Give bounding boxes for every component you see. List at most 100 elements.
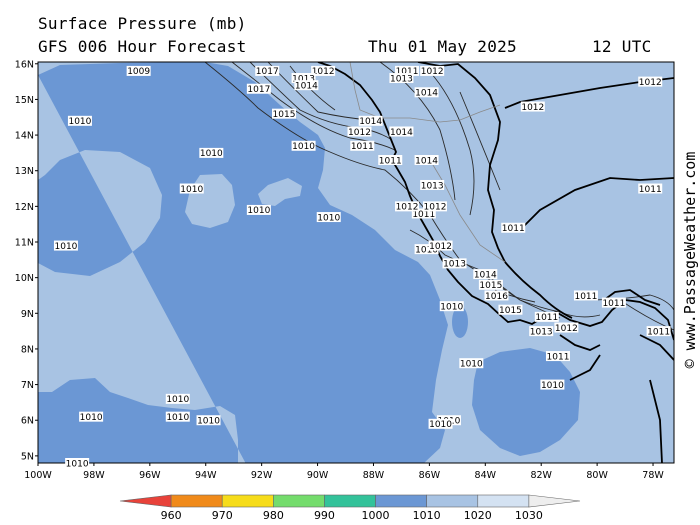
borders (349, 62, 506, 263)
isobar-label-bg (311, 65, 336, 76)
colorbar-tick-label: 970 (212, 509, 233, 522)
isobar-label-bg (395, 201, 420, 212)
isobar-label: 1010 (80, 413, 103, 423)
isobar-label-bg (414, 155, 439, 166)
lon-tick-label: 88W (363, 470, 385, 481)
watermark: © www.PassageWeather.com (681, 151, 699, 369)
isobar-label: 1012 (348, 128, 371, 138)
pressure-band-1010-pacific (38, 62, 448, 463)
isobar-label-bg (501, 222, 526, 233)
isobar-label: 1012 (639, 78, 662, 88)
colorbar-cell (170, 494, 223, 508)
isobar-label-bg (573, 290, 598, 301)
isobar-label: 1012 (396, 203, 419, 213)
isobar-label-bg (414, 87, 439, 98)
colorbar-tick-label: 1000 (362, 509, 390, 522)
lon-tick-label: 78W (642, 470, 664, 481)
isobar-label: 1012 (424, 203, 447, 213)
isobar-label-bg (638, 76, 663, 87)
colorbar-cell (324, 494, 376, 508)
colorbar-cell (119, 494, 172, 508)
isobar-labels: 1010 1010 1010 1010 1010 1010 1010 1010 1010 1010… (53, 65, 671, 469)
lon-tick-label: 96W (139, 470, 161, 481)
isobar-label-bg (498, 304, 523, 315)
isobar-label-bg (389, 126, 414, 137)
isobar-label: 1010 (200, 149, 223, 159)
isobar-label-bg (646, 326, 671, 337)
isobar-label-bg (246, 83, 271, 94)
pressure-band-1010-south (472, 348, 580, 456)
lat-tick-label: 5N (21, 451, 34, 462)
isobar-label-bg (316, 212, 341, 223)
isobar-label: 1013 (292, 74, 315, 84)
isobar-label: 1011 (379, 156, 402, 166)
isobar-label: 1013 (390, 74, 413, 84)
isobar-label-bg (638, 183, 663, 194)
colorbar-tick-label: 980 (263, 509, 284, 522)
isobar-label-bg (79, 411, 104, 422)
isobar-label-bg (428, 418, 453, 429)
colorbar-cell (375, 494, 427, 508)
lon-tick-label: 100W (24, 470, 52, 481)
isobar-label-bg (199, 147, 224, 158)
isobar-label-bg (428, 240, 453, 251)
colorbar-tick-label: 990 (314, 509, 335, 522)
isobar-label: 1010 (292, 142, 315, 152)
lat-tick-label: 8N (21, 344, 34, 355)
isobar-label: 1011 (535, 313, 558, 323)
isobar-label-bg (246, 204, 271, 215)
isobar-label-bg (272, 108, 297, 119)
isobar-label: 1011 (396, 67, 419, 77)
isobar-label-bg (67, 115, 92, 126)
isobar-label-bg (65, 458, 90, 468)
isobar-label: 1010 (415, 245, 438, 255)
lat-tick-label: 6N (21, 416, 34, 427)
isobar-label: 1010 (68, 117, 91, 127)
colorbar-tick-label: 1020 (464, 509, 492, 522)
isobar-label-bg (126, 65, 151, 76)
longitude-axis: 100W 98W 96W 94W 92W 90W 88W 86W 84W 82W 80W 78W (24, 463, 664, 481)
isobar-label: 1011 (547, 352, 570, 362)
isobar-label: 1013 (530, 327, 553, 337)
colorbar-cell (528, 494, 581, 508)
lat-tick-label: 13N (15, 166, 34, 177)
isobar-label-bg (420, 65, 445, 76)
lon-tick-label: 82W (530, 470, 552, 481)
isobar-label-bg (196, 415, 221, 426)
lon-tick-label: 90W (307, 470, 329, 481)
isobar-label-bg (411, 208, 436, 219)
isobar-label-bg (414, 244, 439, 255)
isobar-label-bg (420, 179, 445, 190)
isobar-label: 1010 (166, 395, 189, 405)
colorbar-cell (426, 494, 479, 508)
isobar-label-bg (520, 101, 545, 112)
isobar-label: 1011 (351, 142, 374, 152)
isobar-label-bg (165, 393, 190, 404)
isobar-label-bg (554, 322, 579, 333)
lat-tick-label: 14N (15, 131, 34, 142)
isobar-label-bg (294, 80, 319, 91)
map-body (38, 62, 674, 463)
chart-title: Surface Pressure (mb) (38, 14, 247, 33)
isobar-label: 1010 (66, 459, 89, 469)
isobar-label: 1012 (555, 324, 578, 334)
forecast-time: 12 UTC (592, 37, 652, 56)
colorbar: 960 970 980 990 1000 1010 1020 1030 (119, 494, 581, 522)
isobar-label-bg (459, 358, 484, 369)
isobar-label: 1009 (127, 67, 150, 77)
isobar-label-bg (291, 140, 316, 151)
lat-tick-label: 16N (15, 59, 34, 70)
isobar-label-bg (473, 269, 498, 280)
isobar-label-bg (601, 297, 626, 308)
lon-tick-label: 86W (419, 470, 441, 481)
isobar-label-bg (442, 258, 467, 269)
isobar-label: 1011 (647, 327, 670, 337)
isobar-label: 1011 (602, 299, 625, 309)
isobar-label-bg (534, 311, 559, 322)
isobar-label: 1017 (247, 85, 270, 95)
isobar-label-bg (53, 240, 78, 251)
isobar-label: 1015 (479, 281, 502, 291)
lat-tick-label: 10N (15, 273, 34, 284)
isobar-label-bg (529, 326, 554, 337)
isobar-label: 1010 (541, 381, 564, 391)
